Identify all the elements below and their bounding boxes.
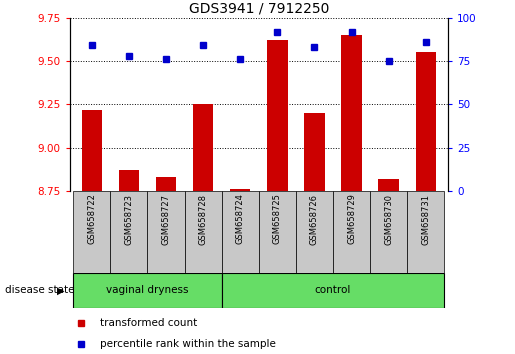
Text: vaginal dryness: vaginal dryness: [106, 285, 188, 295]
Title: GDS3941 / 7912250: GDS3941 / 7912250: [188, 1, 329, 15]
Text: transformed count: transformed count: [100, 318, 197, 328]
Text: GSM658728: GSM658728: [199, 194, 208, 245]
Bar: [156, 177, 176, 191]
Bar: [370, 191, 407, 273]
Bar: [341, 35, 362, 191]
Text: GSM658730: GSM658730: [384, 194, 393, 245]
Text: GSM658726: GSM658726: [310, 194, 319, 245]
Bar: [379, 179, 399, 191]
Text: GSM658731: GSM658731: [421, 194, 431, 245]
Bar: [416, 52, 436, 191]
Text: GSM658722: GSM658722: [87, 194, 96, 245]
Bar: [221, 191, 259, 273]
Bar: [81, 110, 102, 191]
Bar: [184, 191, 221, 273]
Bar: [221, 273, 444, 308]
Bar: [407, 191, 444, 273]
Bar: [259, 191, 296, 273]
Bar: [73, 273, 221, 308]
Bar: [333, 191, 370, 273]
Bar: [118, 170, 139, 191]
Bar: [267, 40, 287, 191]
Bar: [304, 113, 324, 191]
Bar: [110, 191, 147, 273]
Text: ▶: ▶: [57, 285, 64, 295]
Text: GSM658724: GSM658724: [236, 194, 245, 245]
Text: GSM658725: GSM658725: [273, 194, 282, 245]
Text: percentile rank within the sample: percentile rank within the sample: [100, 339, 276, 349]
Text: GSM658723: GSM658723: [125, 194, 133, 245]
Text: GSM658729: GSM658729: [347, 194, 356, 245]
Bar: [193, 104, 213, 191]
Text: GSM658727: GSM658727: [162, 194, 170, 245]
Bar: [147, 191, 184, 273]
Text: disease state: disease state: [5, 285, 75, 295]
Bar: [296, 191, 333, 273]
Bar: [73, 191, 110, 273]
Text: control: control: [315, 285, 351, 295]
Bar: [230, 189, 250, 191]
